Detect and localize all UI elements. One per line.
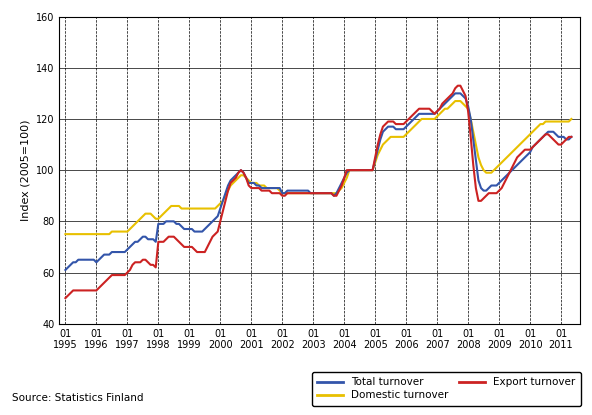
Legend: Total turnover, Domestic turnover, Export turnover: Total turnover, Domestic turnover, Expor… xyxy=(311,372,581,405)
Y-axis label: Index (2005=100): Index (2005=100) xyxy=(20,120,30,221)
Text: Source: Statistics Finland: Source: Statistics Finland xyxy=(12,393,143,403)
